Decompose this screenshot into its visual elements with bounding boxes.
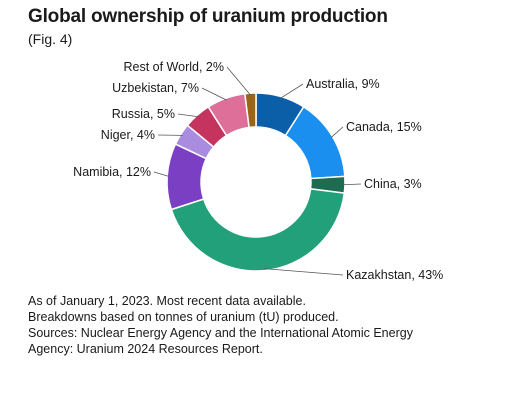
note-line: Breakdowns based on tonnes of uranium (t… bbox=[28, 310, 339, 324]
leader-line bbox=[226, 66, 251, 96]
slice-label: Canada, 15% bbox=[346, 120, 422, 134]
slice-kazakhstan bbox=[170, 188, 346, 272]
leader-line bbox=[153, 171, 170, 177]
chart-notes: As of January 1, 2023. Most recent data … bbox=[28, 293, 498, 357]
note-line: As of January 1, 2023. Most recent data … bbox=[28, 294, 306, 308]
chart-title: Global ownership of uranium production bbox=[28, 6, 388, 27]
leader-line bbox=[342, 183, 362, 186]
slice-label: Niger, 4% bbox=[101, 128, 155, 142]
slice-label: China, 3% bbox=[364, 177, 422, 191]
slice-label: Russia, 5% bbox=[112, 107, 175, 121]
leader-line bbox=[264, 268, 344, 276]
leader-line bbox=[177, 113, 199, 118]
slice-label: Namibia, 12% bbox=[73, 165, 151, 179]
slice-label: Rest of World, 2% bbox=[123, 60, 224, 74]
note-line: Agency: Uranium 2024 Resources Report. bbox=[28, 342, 263, 356]
slice-label: Kazakhstan, 43% bbox=[346, 268, 443, 282]
leader-line bbox=[280, 83, 304, 99]
chart-subtitle: (Fig. 4) bbox=[28, 31, 73, 47]
slice-label: Australia, 9% bbox=[306, 77, 380, 91]
leader-line bbox=[201, 87, 227, 101]
note-line: Sources: Nuclear Energy Agency and the I… bbox=[28, 326, 413, 340]
slice-label: Uzbekistan, 7% bbox=[112, 81, 199, 95]
leader-line bbox=[330, 126, 344, 139]
donut-chart: Australia, 9% Canada, 15% China, 3% Kazakhs… bbox=[73, 60, 443, 282]
